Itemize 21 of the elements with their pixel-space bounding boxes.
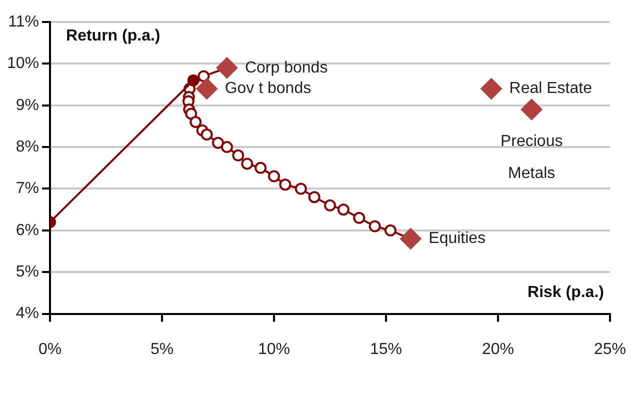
y-tick-label: 5% <box>16 264 40 281</box>
annotation: Gov t bonds <box>224 80 312 98</box>
y-axis-title: Return (p.a.) <box>66 27 160 44</box>
annotation: Equities <box>428 230 486 248</box>
y-tick-label: 6% <box>16 222 40 239</box>
y-tick-label: 4% <box>16 305 40 322</box>
x-tick-label: 15% <box>370 340 402 358</box>
x-tick-label: 25% <box>594 340 626 358</box>
y-tick-label: 9% <box>16 96 40 114</box>
y-tick-label: 11% <box>8 13 40 30</box>
x-tick-label: 0% <box>38 340 62 358</box>
y-tick-label: 8% <box>16 138 40 156</box>
annotation: Corp bonds <box>244 59 328 76</box>
y-tick-label: 10% <box>6 55 40 72</box>
annotation: Precious Metals <box>500 132 563 182</box>
annotation: Real Estate <box>509 80 592 98</box>
x-tick-label: 10% <box>258 340 290 358</box>
y-tick-label: 7% <box>16 180 40 198</box>
x-tick-label: 5% <box>150 340 174 358</box>
x-axis-title: Risk (p.a.) <box>528 284 604 302</box>
x-tick-label: 20% <box>482 340 514 358</box>
